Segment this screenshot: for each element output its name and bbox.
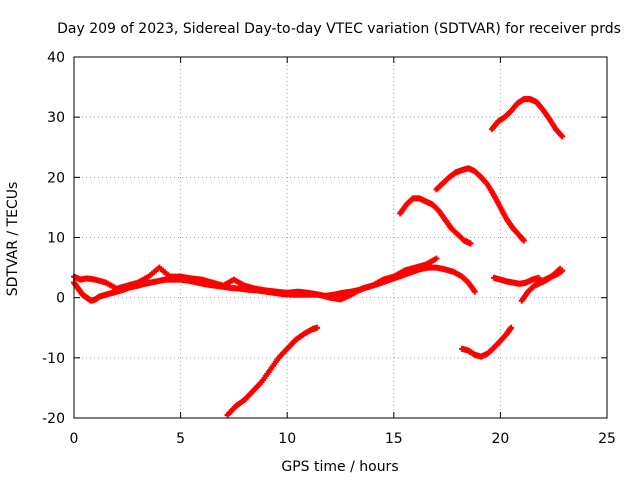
y-axis-label: SDTVAR / TECUs [5, 182, 21, 297]
series-track-main-high [71, 255, 440, 303]
plot-frame [73, 56, 608, 419]
series-track-peak-18h [433, 165, 527, 244]
axis-ticks: 0 5 10 15 20 25 -20 -10 0 10 20 30 40 [42, 50, 616, 447]
series-track-peak-16h [397, 195, 474, 247]
data-point [471, 288, 478, 295]
y-tick-label: 20 [47, 170, 65, 186]
y-tick-label: -20 [42, 411, 65, 427]
grid-lines [74, 57, 607, 418]
data-point [314, 324, 321, 331]
series-track-flat-20h [491, 274, 542, 287]
x-tick-label: 5 [176, 431, 185, 447]
data-point [508, 324, 515, 331]
y-tick-label: 0 [56, 291, 65, 307]
data-point [559, 267, 566, 274]
data-point [467, 240, 474, 247]
y-tick-label: 30 [47, 110, 65, 126]
x-tick-label: 20 [491, 431, 509, 447]
series-track-peak-21h [488, 96, 566, 140]
x-tick-label: 0 [70, 431, 79, 447]
x-tick-label: 10 [278, 431, 296, 447]
chart-title: Day 209 of 2023, Sidereal Day-to-day VTE… [57, 21, 621, 37]
x-axis-label: GPS time / hours [281, 459, 398, 475]
y-tick-label: -10 [42, 351, 65, 367]
y-tick-label: 40 [47, 50, 65, 66]
data-point [520, 237, 527, 244]
series-track-band-22h [535, 267, 566, 286]
data-point [433, 255, 440, 262]
data-point [559, 133, 566, 140]
series-track-rise-7h [224, 324, 321, 418]
data-points [71, 96, 566, 418]
series-track-dip-19h [459, 324, 515, 360]
y-tick-label: 10 [47, 231, 65, 247]
x-tick-label: 25 [598, 431, 616, 447]
x-tick-label: 15 [385, 431, 403, 447]
